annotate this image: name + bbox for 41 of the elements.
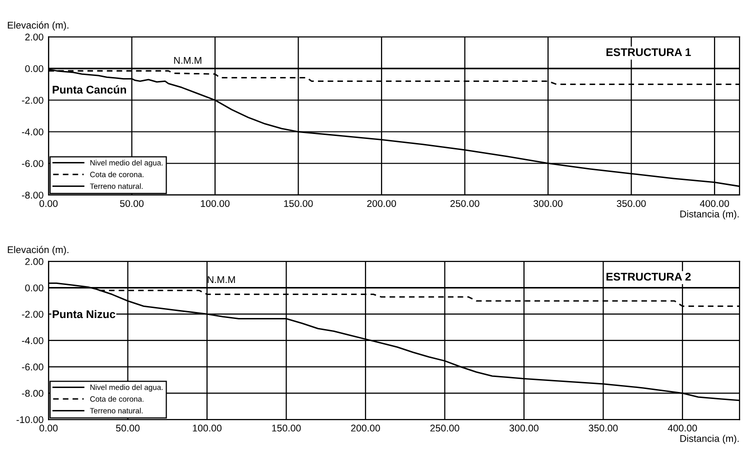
x-tick-label: 150.00: [284, 200, 313, 207]
x-axis-title: Distancia (m).: [680, 210, 739, 220]
y-tick-label: -4.00: [22, 337, 44, 344]
x-tick-label: 250.00: [450, 200, 480, 207]
y-tick-label: 0.00: [25, 284, 44, 292]
annotation: Punta Cancún: [52, 85, 126, 94]
x-tick-label: 350.00: [588, 424, 618, 432]
annotation: N.M.M: [208, 276, 235, 283]
x-tick-label: 350.00: [616, 200, 646, 207]
y-tick-label: -4.00: [22, 128, 44, 136]
x-tick-label: 200.00: [351, 424, 380, 432]
x-axis-title: Distancia (m).: [680, 434, 739, 444]
x-tick-label: 150.00: [272, 424, 301, 432]
x-tick-label: 0.00: [39, 200, 58, 207]
y-axis-title: Elevación (m).: [8, 246, 68, 256]
y-tick-label: 2.00: [25, 258, 44, 266]
x-tick-label: 300.00: [510, 424, 538, 432]
y-tick-label: 0.00: [25, 65, 44, 72]
annotation: N.M.M: [174, 57, 202, 64]
text: ESTRUCTURA 1: [606, 48, 691, 56]
x-tick-label: 50.00: [116, 424, 140, 432]
y-tick-label: -8.00: [22, 192, 44, 199]
y-tick-label: -6.00: [22, 160, 44, 167]
y-tick-label: -2.00: [22, 310, 44, 318]
y-tick-label: 2.00: [25, 34, 44, 40]
y-tick-label: -6.00: [22, 364, 44, 370]
x-tick-label: 100.00: [200, 200, 230, 207]
x-tick-label: 0.00: [39, 424, 58, 432]
x-tick-label: 300.00: [534, 200, 563, 207]
x-tick-label: 50.00: [120, 200, 144, 207]
y-tick-label: -8.00: [22, 390, 44, 397]
y-tick-label: -10.00: [16, 416, 44, 424]
x-tick-label: 400.00: [668, 424, 697, 432]
y-tick-label: -2.00: [22, 96, 44, 104]
annotation: Punta Nizuc: [52, 310, 116, 318]
x-tick-label: 400.00: [700, 200, 730, 207]
x-tick-label: 250.00: [430, 424, 460, 432]
y-axis-title: Elevación (m).: [8, 21, 68, 31]
x-tick-label: 200.00: [367, 200, 396, 207]
text: ESTRUCTURA 2: [606, 272, 691, 281]
x-tick-label: 100.00: [192, 424, 222, 432]
